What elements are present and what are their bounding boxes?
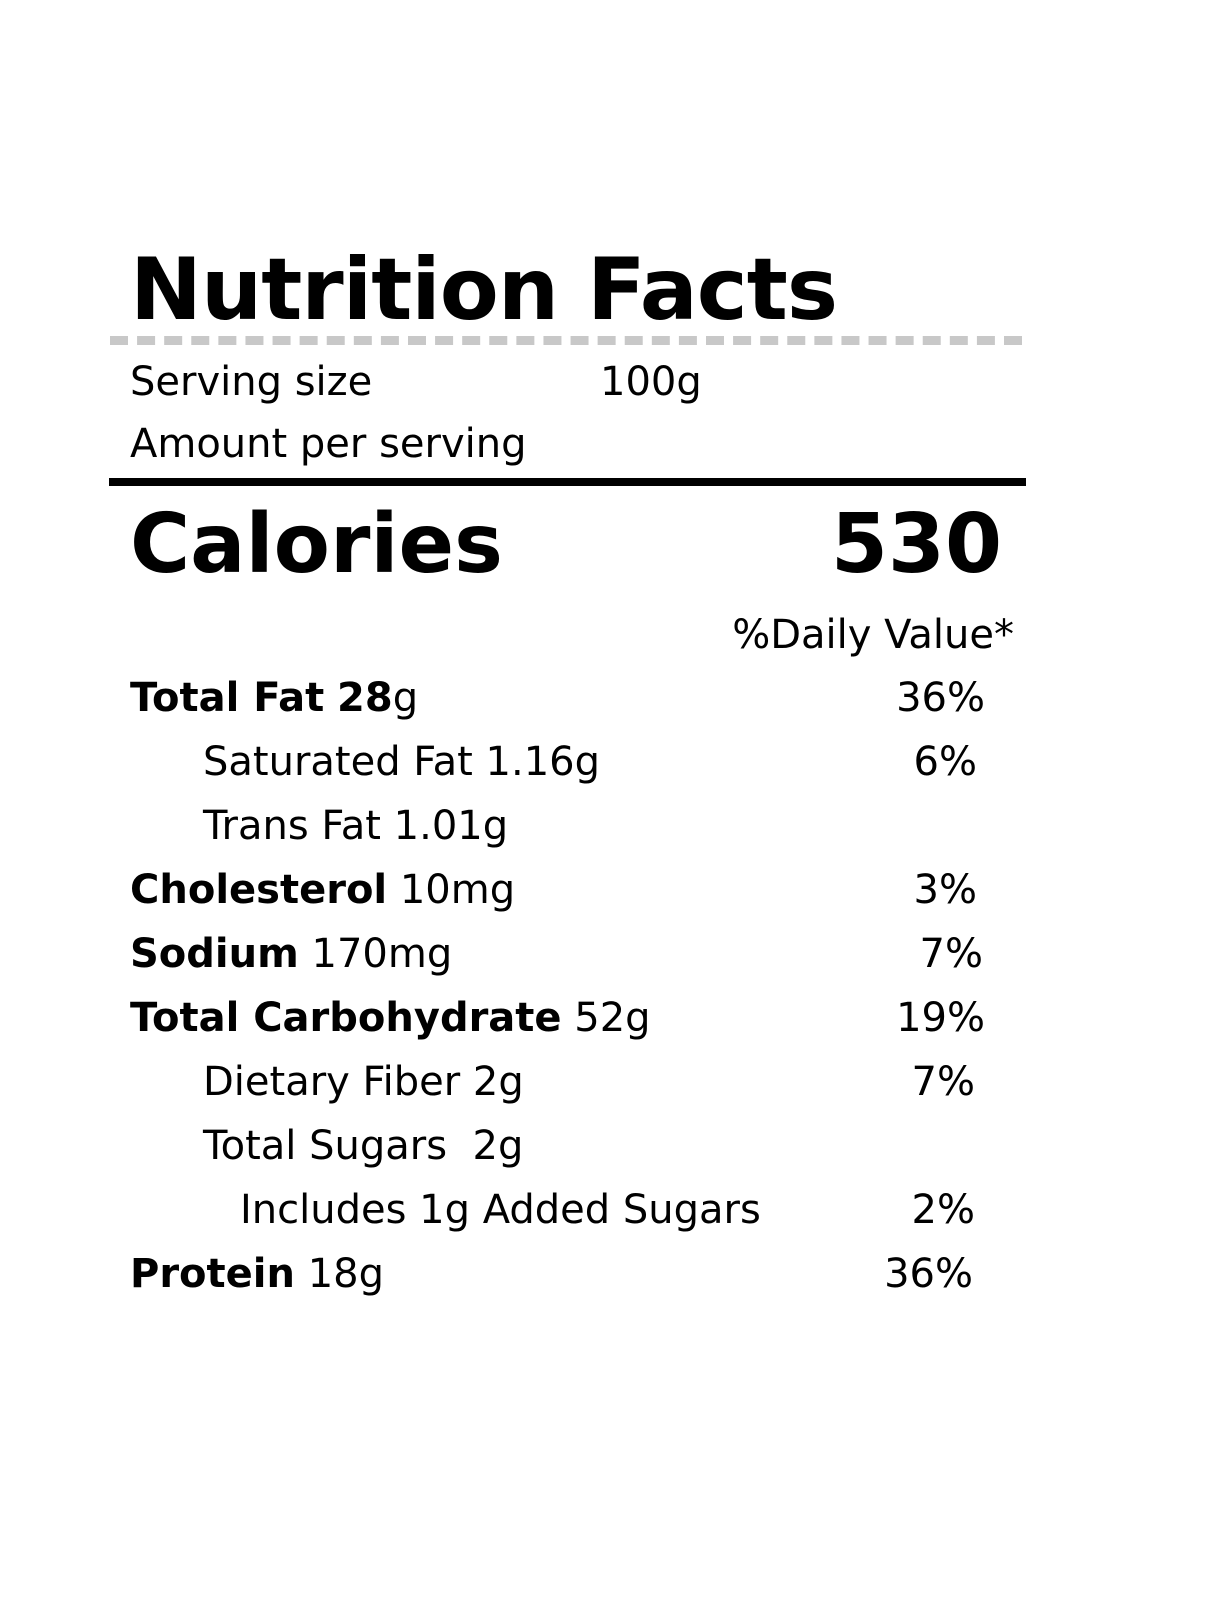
nutrient-cholesterol: Cholesterol 10mg — [130, 865, 515, 915]
nutrient-total-fat: Total Fat 28g — [130, 673, 418, 723]
nutrient-bold-amount: 28 — [337, 675, 393, 721]
nutrient-added-sugars: Includes 1g Added Sugars — [240, 1187, 761, 1233]
calories-label: Calories — [130, 497, 503, 592]
dv-sodium: 7% — [919, 931, 983, 977]
thick-divider — [109, 478, 1026, 486]
dv-dietary-fiber: 7% — [911, 1059, 975, 1105]
nutrient-dietary-fiber: Dietary Fiber 2g — [203, 1059, 524, 1105]
nutrient-sodium: Sodium 170mg — [130, 929, 452, 979]
dv-cholesterol: 3% — [913, 867, 977, 913]
daily-value-header: %Daily Value* — [732, 612, 1014, 658]
nutrient-unit: g — [392, 675, 419, 721]
dashed-divider — [110, 336, 1022, 345]
nutrient-name: Total Carbohydrate — [130, 995, 562, 1041]
dv-saturated-fat: 6% — [913, 739, 977, 785]
dv-protein: 36% — [884, 1251, 973, 1297]
nutrient-protein: Protein 18g — [130, 1249, 384, 1299]
nutrient-amount: 18g — [307, 1251, 384, 1297]
label-title: Nutrition Facts — [130, 240, 838, 340]
nutrient-saturated-fat: Saturated Fat 1.16g — [203, 739, 600, 785]
nutrient-amount: 52g — [574, 995, 651, 1041]
dv-added-sugars: 2% — [911, 1187, 975, 1233]
dv-total-fat: 36% — [896, 675, 985, 721]
serving-size-label: Serving size — [130, 359, 373, 405]
nutrient-total-carbohydrate: Total Carbohydrate 52g — [130, 993, 651, 1043]
calories-value: 530 — [830, 497, 1002, 592]
nutrient-total-sugars: Total Sugars 2g — [203, 1123, 524, 1169]
dv-total-carbohydrate: 19% — [896, 995, 985, 1041]
nutrient-name: Cholesterol — [130, 867, 388, 913]
nutrient-amount: 170mg — [311, 931, 453, 977]
amount-per-serving: Amount per serving — [130, 421, 527, 467]
nutrient-name: Total Fat — [130, 675, 325, 721]
nutrient-amount: 10mg — [399, 867, 516, 913]
serving-size-value: 100g — [600, 359, 702, 405]
nutrient-trans-fat: Trans Fat 1.01g — [203, 803, 509, 849]
nutrient-name: Sodium — [130, 931, 299, 977]
nutrient-name: Protein — [130, 1251, 295, 1297]
